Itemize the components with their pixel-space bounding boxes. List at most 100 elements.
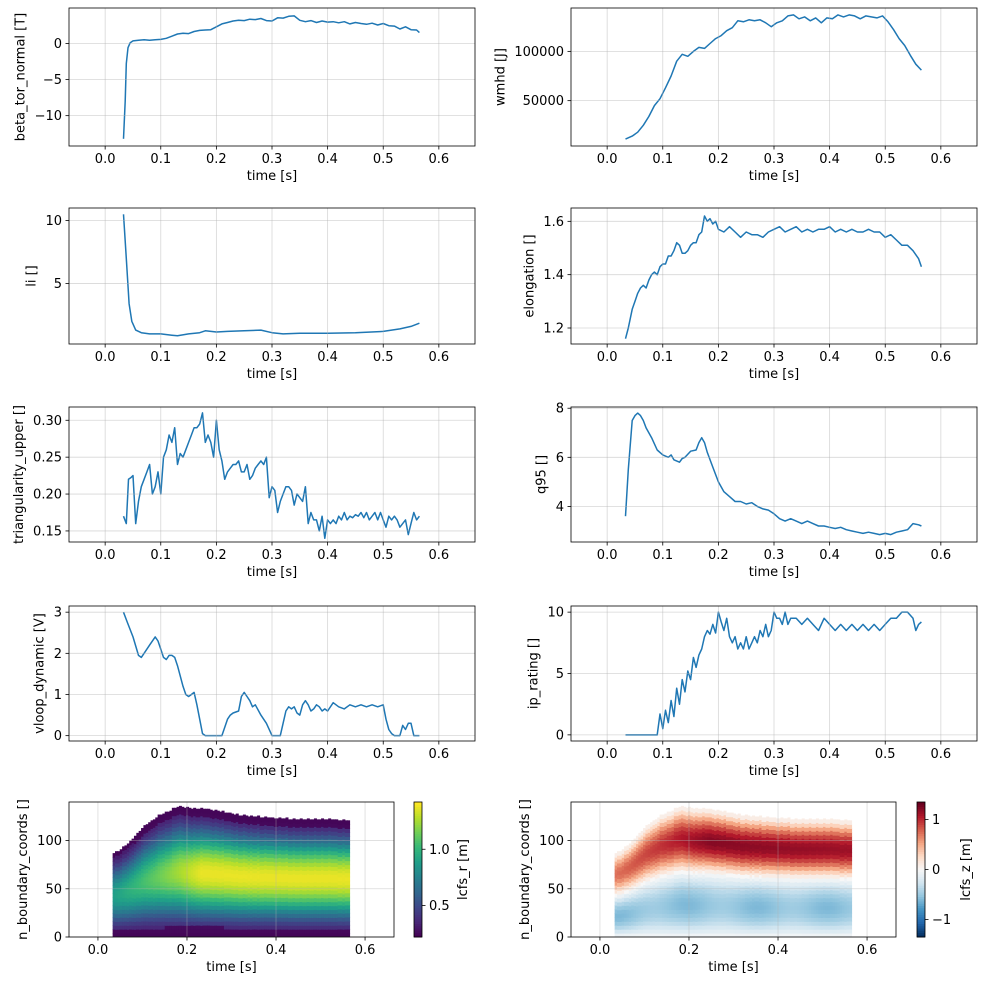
heatmap-cell <box>245 882 249 887</box>
heatmap-cell <box>631 916 635 922</box>
heatmap-cell <box>638 852 642 858</box>
heatmap-cell <box>238 905 242 911</box>
heatmap-cell <box>160 865 163 871</box>
heatmap-cell <box>259 877 263 882</box>
heatmap-cell <box>124 885 128 890</box>
heatmap-cell <box>666 846 670 852</box>
heatmap-cell <box>228 916 232 922</box>
heatmap-cell <box>190 852 194 858</box>
heatmap-cell <box>685 913 689 919</box>
heatmap-cell <box>138 889 142 895</box>
heatmap-cell <box>733 889 737 894</box>
heatmap-cell <box>662 850 665 855</box>
heatmap-cell <box>276 913 280 918</box>
heatmap-cell <box>176 834 180 839</box>
heatmap-cell <box>714 925 718 930</box>
heatmap-cell <box>718 901 722 907</box>
heatmap-cell <box>709 876 713 882</box>
heatmap-cell <box>340 928 343 934</box>
heatmap-cell <box>186 826 190 832</box>
heatmap-cell <box>716 809 720 815</box>
heatmap-cell <box>697 832 701 838</box>
heatmap-cell <box>195 844 199 850</box>
heatmap-cell <box>340 868 343 874</box>
heatmap-cell <box>662 925 665 930</box>
heatmap-cell <box>223 836 227 842</box>
heatmap-cell <box>304 893 308 899</box>
heatmap-cell <box>340 844 343 850</box>
heatmap-cell <box>683 806 687 812</box>
heatmap-cell <box>193 843 197 848</box>
heatmap-cell <box>150 904 154 910</box>
heatmap-cell <box>335 917 339 922</box>
heatmap-cell <box>304 823 308 828</box>
heatmap-cell <box>122 885 126 891</box>
heatmap-cell <box>304 913 308 918</box>
heatmap-cell <box>619 874 623 880</box>
heatmap-cell <box>733 825 737 831</box>
heatmap-cell <box>174 890 178 895</box>
heatmap-cell <box>640 905 644 911</box>
heatmap-cell <box>347 892 351 898</box>
heatmap-cell <box>742 886 746 891</box>
y-tick-label: 0 <box>54 37 62 52</box>
heatmap-cell <box>704 864 708 870</box>
heatmap-cell <box>181 913 185 918</box>
heatmap-cell <box>721 839 725 844</box>
heatmap-cell <box>240 921 244 926</box>
heatmap-cell <box>169 854 173 859</box>
x-tick-label: 0.4 <box>819 548 840 563</box>
heatmap-cell <box>621 857 625 862</box>
heatmap-cell <box>285 861 289 866</box>
heatmap-cell <box>181 901 185 907</box>
heatmap-cell <box>174 854 178 860</box>
heatmap-cell <box>707 824 710 830</box>
heatmap-cell <box>167 905 171 911</box>
heatmap-cell <box>152 827 156 832</box>
heatmap-cell <box>316 921 320 926</box>
heatmap-cell <box>313 889 317 895</box>
heatmap-cell <box>662 905 665 910</box>
heatmap-cell <box>171 831 175 836</box>
heatmap-cell <box>278 825 282 830</box>
heatmap-cell <box>295 819 298 824</box>
heatmap-cell <box>190 876 194 882</box>
heatmap-cell <box>737 885 741 890</box>
heatmap-cell <box>193 823 197 828</box>
heatmap-cell <box>733 849 737 854</box>
heatmap-cell <box>183 811 187 817</box>
heatmap-cell <box>268 925 272 930</box>
heatmap-cell <box>650 933 654 937</box>
heatmap-cell <box>337 852 341 858</box>
heatmap-cell <box>235 873 239 878</box>
heatmap-cell <box>621 869 625 874</box>
heatmap-cell <box>347 820 351 825</box>
heatmap-cell <box>226 856 230 862</box>
heatmap-cell <box>266 893 270 898</box>
heatmap-cell <box>697 824 701 830</box>
heatmap-cell <box>328 818 332 823</box>
heatmap-cell <box>647 872 651 878</box>
heatmap-cell <box>313 857 317 863</box>
heatmap-cell <box>304 838 308 844</box>
heatmap-cell <box>126 917 130 923</box>
heatmap-cell <box>321 857 325 863</box>
heatmap-cell <box>136 836 140 842</box>
heatmap-cell <box>304 905 308 911</box>
heatmap-cell <box>141 844 145 849</box>
heatmap-cell <box>302 835 306 840</box>
heatmap-cell <box>690 811 694 817</box>
heatmap-cell <box>685 835 689 840</box>
heatmap-cell <box>181 881 185 887</box>
heatmap-cell <box>212 810 216 816</box>
heatmap-cell <box>718 842 722 847</box>
heatmap-cell <box>178 889 182 894</box>
heatmap-cell <box>276 818 280 823</box>
heatmap-cell <box>342 921 346 926</box>
heatmap-cell <box>697 860 701 866</box>
heatmap-cell <box>261 909 265 914</box>
heatmap-cell <box>728 820 732 826</box>
heatmap-cell <box>697 916 701 922</box>
heatmap-cell <box>680 861 684 867</box>
